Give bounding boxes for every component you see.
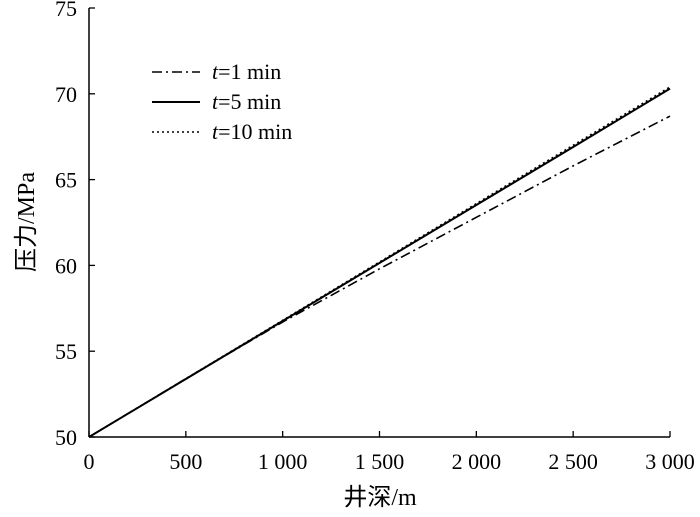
x-tick-label: 2 500 [548, 449, 598, 474]
x-tick-label: 0 [84, 449, 95, 474]
y-tick-label: 65 [55, 168, 77, 193]
y-tick-label: 55 [55, 339, 77, 364]
y-tick-label: 75 [55, 0, 77, 21]
y-tick-label: 70 [55, 82, 77, 107]
y-axis-title: 压力/MPa [13, 172, 40, 272]
y-tick-label: 50 [55, 425, 77, 450]
x-tick-label: 3 000 [645, 449, 695, 474]
y-tick-label: 60 [55, 253, 77, 278]
legend-label-2: t=5 min [212, 89, 281, 114]
legend-label-1: t=1 min [212, 59, 281, 84]
x-tick-label: 2 000 [452, 449, 502, 474]
series-line-2 [88, 87, 671, 438]
legend: t=1 min t=5 min t=10 min [152, 59, 292, 144]
x-axis-ticks: 0 500 1 000 1 500 2 000 2 500 3 000 [84, 431, 695, 474]
legend-label-3: t=10 min [212, 119, 292, 144]
x-axis-title: 井深/m [343, 484, 417, 511]
y-axis-ticks: 50 55 60 65 70 75 [55, 0, 95, 450]
x-tick-label: 1 000 [258, 449, 308, 474]
series-layer [88, 86, 671, 438]
x-tick-label: 500 [169, 449, 202, 474]
x-tick-label: 1 500 [355, 449, 405, 474]
series-line-1 [88, 115, 671, 438]
series-line-3 [88, 86, 671, 438]
